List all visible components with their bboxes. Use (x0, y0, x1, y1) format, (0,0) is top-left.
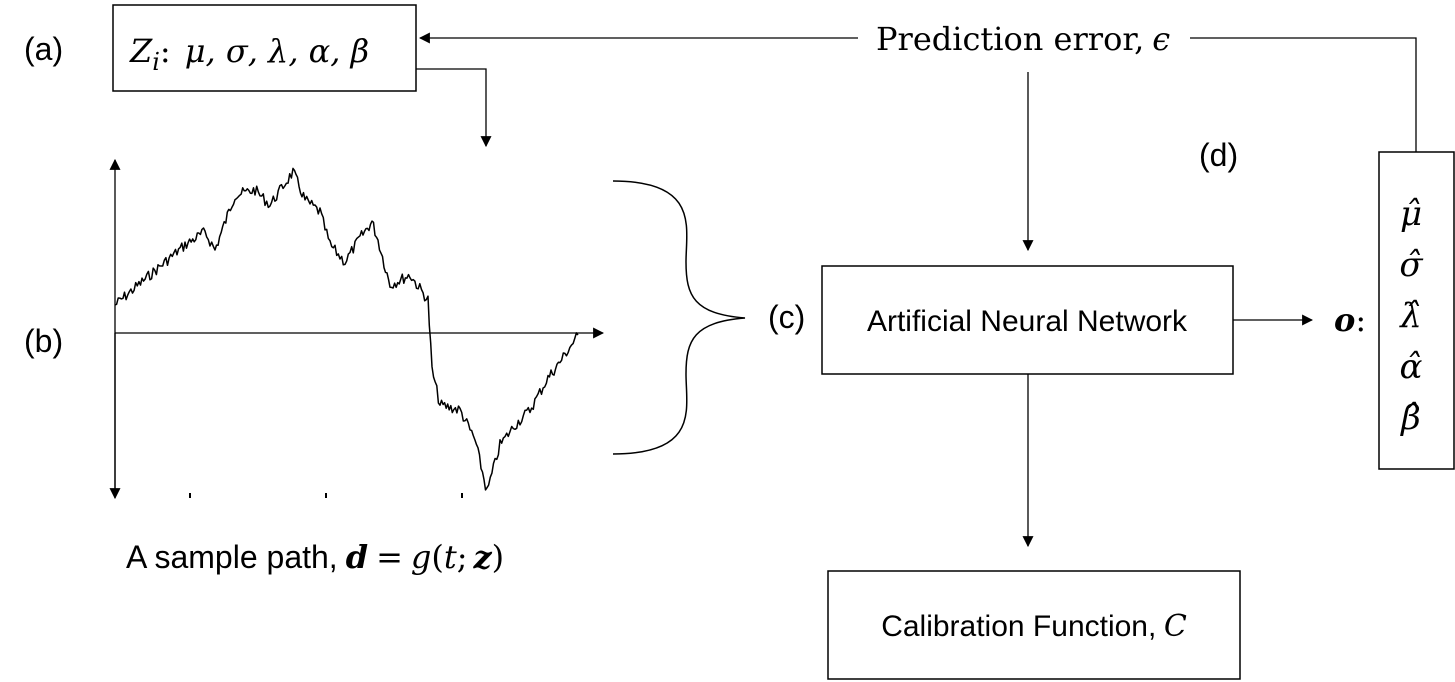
panel-label-d: (d) (1199, 137, 1238, 173)
curly-brace (612, 180, 746, 455)
epsilon-symbol: ϵ (1152, 20, 1170, 58)
ann-box (821, 265, 1234, 375)
params-to-path-arrow (416, 68, 492, 148)
estimate-beta: β̂ (1399, 398, 1421, 438)
estimate-lambda: λ̂ (1398, 296, 1422, 336)
estimate-alpha: α̂ (1400, 347, 1423, 387)
estimate-mu: μ̂ (1400, 194, 1422, 234)
params-separator: : (160, 32, 171, 70)
output-to-error-line (1190, 37, 1417, 152)
params-text: Zi: μ, σ, λ, α, β (129, 32, 369, 76)
calibration-label: Calibration Function, C (881, 609, 1187, 644)
sample-path-line (114, 167, 579, 491)
panel-label-b: (b) (24, 323, 63, 359)
output-symbol: o: (1334, 301, 1366, 339)
panel-label-a: (a) (24, 31, 63, 67)
params-box (112, 4, 417, 92)
panel-label-c: (c) (768, 299, 805, 335)
estimate-sigma: σ̂ (1399, 245, 1423, 285)
prediction-error-label: Prediction error, ϵ (876, 20, 1170, 58)
z-symbol: Z (129, 32, 153, 70)
z-subscript: i (152, 48, 160, 76)
ann-label: Artificial Neural Network (867, 305, 1188, 338)
calibration-symbol: C (1164, 609, 1187, 644)
calibration-box (827, 570, 1241, 680)
output-box (1378, 151, 1455, 470)
sample-path-plot (109, 158, 605, 500)
params-list: μ, σ, λ, α, β (185, 32, 369, 70)
output-estimates: μ̂ σ̂ λ̂ α̂ β̂ (1398, 194, 1423, 438)
sample-path-label: A sample path, d = g(t; z) (126, 538, 504, 576)
